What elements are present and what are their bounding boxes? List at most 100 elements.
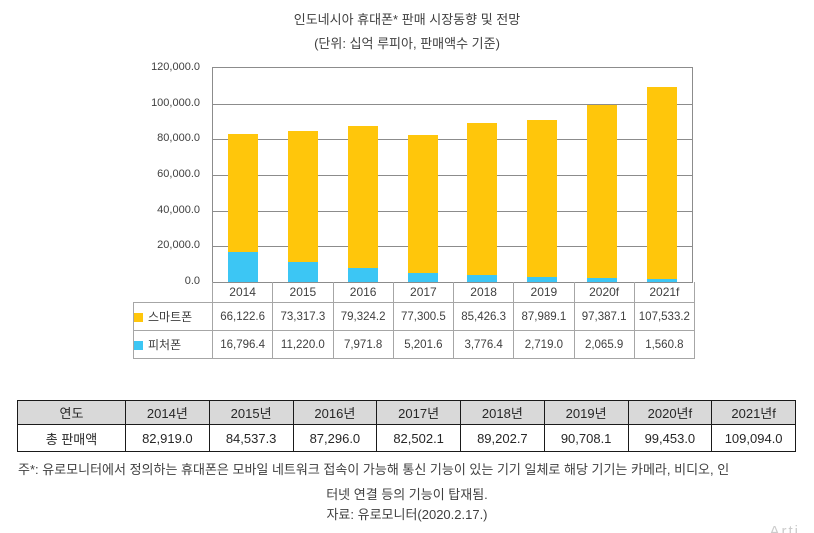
gridline <box>213 175 692 176</box>
summary-value-cell: 109,094.0 <box>711 424 796 452</box>
summary-value-cell: 82,919.0 <box>125 424 210 452</box>
summary-value-cell: 84,537.3 <box>208 424 294 452</box>
bar-segment-featurephone <box>407 272 438 282</box>
summary-header-cell: 2017년 <box>376 400 461 425</box>
bar-2016 <box>347 126 378 282</box>
chart-table-corner <box>134 282 213 303</box>
series-name-label: 피처폰 <box>148 338 182 352</box>
series-value-cell: 3,776.4 <box>452 330 515 359</box>
y-axis-tick-label: 100,000.0 <box>151 96 200 109</box>
bar-segment-smartphone <box>407 134 438 273</box>
bar-2017 <box>407 134 438 282</box>
legend-swatch-smartphone <box>134 313 143 322</box>
y-axis-tick-label: 0.0 <box>184 275 200 287</box>
summary-value-cell: 90,708.1 <box>543 424 629 452</box>
x-axis-year-label: 2015 <box>272 282 334 303</box>
chart-data-table: 2014 2015 2016 2017 2018 2019 2020f 2021f 스마트폰 66… <box>133 282 696 359</box>
chart-title: 인도네시아 휴대폰* 판매 시장동향 및 전망 <box>293 12 521 27</box>
summary-header-cell: 2014년 <box>125 400 210 425</box>
bar-segment-featurephone <box>287 262 318 282</box>
series-value-cell: 77,300.5 <box>392 302 455 331</box>
bar-segment-featurephone <box>587 278 618 282</box>
y-axis-tick-label: 40,000.0 <box>157 203 200 216</box>
bar-segment-featurephone <box>467 275 498 282</box>
x-axis-year-row: 2014 2015 2016 2017 2018 2019 2020f 2021f <box>134 282 696 303</box>
bar-2019 <box>527 120 558 282</box>
bar-segment-featurephone <box>227 252 258 282</box>
bar-segment-smartphone <box>287 131 318 262</box>
plot-area <box>212 67 693 283</box>
bar-segment-smartphone <box>227 134 258 253</box>
summary-header-cell: 2020년f <box>627 400 713 425</box>
series-value-cell: 16,796.4 <box>211 330 274 359</box>
series-name-label: 스마트폰 <box>148 310 193 324</box>
gridline <box>213 103 692 105</box>
series-value-cell: 2,065.9 <box>573 330 635 359</box>
x-axis-year-label: 2016 <box>332 282 394 303</box>
summary-table-body: 연도 2014년 2015년 2016년 2017년 2018년 2019년 2020년f 20… <box>17 400 796 452</box>
bar-2020f <box>587 104 618 282</box>
x-axis-year-label: 2019 <box>513 282 575 303</box>
x-axis-year-label: 2020f <box>573 282 635 303</box>
series-value-cell: 11,220.0 <box>272 330 334 359</box>
y-axis: 0.0 20,000.0 40,000.0 60,000.0 80,000.0 100,0… <box>110 61 206 287</box>
gridline <box>213 246 692 248</box>
bar-segment-smartphone <box>587 104 618 279</box>
y-axis-tick-label: 80,000.0 <box>157 132 200 145</box>
bar-segment-featurephone <box>347 267 378 282</box>
chart-subtitle: (단위: 십억 루피아, 판매액수 기준) <box>314 36 500 51</box>
y-axis-tick-label: 120,000.0 <box>151 61 200 73</box>
series-value-cell: 7,971.8 <box>332 330 394 359</box>
series-value-cell: 97,387.1 <box>573 302 635 331</box>
footnote-line2: 터넷 연결 등의 기능이 탑재됨. <box>326 487 488 502</box>
y-axis-tick-label: 20,000.0 <box>157 239 200 252</box>
summary-value-cell: 87,296.0 <box>292 424 378 452</box>
x-axis-year-label: 2021f <box>633 282 696 303</box>
summary-header-cell: 2015년 <box>208 400 294 425</box>
series-row-smartphone: 스마트폰 66,122.6 73,317.3 79,324.2 77,300.5 85,4… <box>133 302 696 331</box>
summary-header-cell: 2019년 <box>543 400 629 425</box>
legend-cell-smartphone: 스마트폰 <box>133 302 213 331</box>
legend-cell-featurephone: 피처폰 <box>133 330 213 359</box>
summary-row-label: 총 판매액 <box>17 424 126 452</box>
summary-value-cell: 89,202.7 <box>460 424 545 452</box>
bar-segment-featurephone <box>647 279 678 282</box>
bar-2014 <box>227 134 258 282</box>
watermark: Arti <box>769 523 800 533</box>
summary-table: 연도 2014년 2015년 2016년 2017년 2018년 2019년 2020년f 20… <box>17 400 796 452</box>
y-axis-tick-label: 60,000.0 <box>157 168 200 180</box>
series-value-cell: 66,122.6 <box>211 302 274 331</box>
series-value-cell: 5,201.6 <box>392 330 455 359</box>
summary-data-row: 총 판매액 82,919.0 84,537.3 87,296.0 82,502.1 89,… <box>17 424 796 452</box>
summary-header-cell: 2016년 <box>292 400 378 425</box>
bar-segment-smartphone <box>467 122 498 276</box>
chart-table-body: 2014 2015 2016 2017 2018 2019 2020f 2021f 스마트폰 66… <box>133 282 696 359</box>
footnote-line1: 주*: 유로모니터에서 정의하는 휴대폰은 모바일 네트워크 접속이 가능해 통… <box>18 462 730 477</box>
bar-segment-featurephone <box>527 277 558 282</box>
bar-2021f <box>647 87 678 282</box>
series-value-cell: 1,560.8 <box>633 330 696 359</box>
x-axis-year-label: 2017 <box>392 282 455 303</box>
summary-value-cell: 99,453.0 <box>627 424 713 452</box>
summary-header-cell: 2021년f <box>711 400 796 425</box>
series-value-cell: 79,324.2 <box>332 302 394 331</box>
series-value-cell: 87,989.1 <box>513 302 575 331</box>
summary-header-cell: 연도 <box>17 400 126 425</box>
series-value-cell: 85,426.3 <box>452 302 515 331</box>
series-value-cell: 73,317.3 <box>272 302 334 331</box>
series-value-cell: 107,533.2 <box>633 302 696 331</box>
bar-2015 <box>287 131 318 282</box>
source-note: 자료: 유로모니터(2020.2.17.) <box>326 507 488 522</box>
bar-segment-smartphone <box>647 87 678 280</box>
gridline <box>213 210 692 212</box>
bar-segment-smartphone <box>347 126 378 268</box>
summary-header-cell: 2018년 <box>460 400 545 425</box>
x-axis-year-label: 2014 <box>211 282 274 303</box>
x-axis-year-label: 2018 <box>452 282 515 303</box>
bar-2018 <box>467 122 498 282</box>
summary-value-cell: 82,502.1 <box>376 424 461 452</box>
gridline <box>213 139 692 141</box>
legend-swatch-featurephone <box>134 341 143 350</box>
series-row-featurephone: 피처폰 16,796.4 11,220.0 7,971.8 5,201.6 3,776.4… <box>133 330 696 359</box>
